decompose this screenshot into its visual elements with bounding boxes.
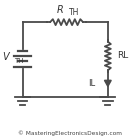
Text: RL: RL [117, 51, 128, 60]
Text: V: V [3, 52, 9, 62]
Text: © MasteringElectronicsDesign.com: © MasteringElectronicsDesign.com [18, 131, 122, 136]
Polygon shape [105, 80, 111, 86]
Text: R: R [56, 5, 63, 15]
Text: IL: IL [89, 79, 96, 88]
Text: TH: TH [14, 58, 23, 64]
Text: TH: TH [69, 8, 79, 17]
